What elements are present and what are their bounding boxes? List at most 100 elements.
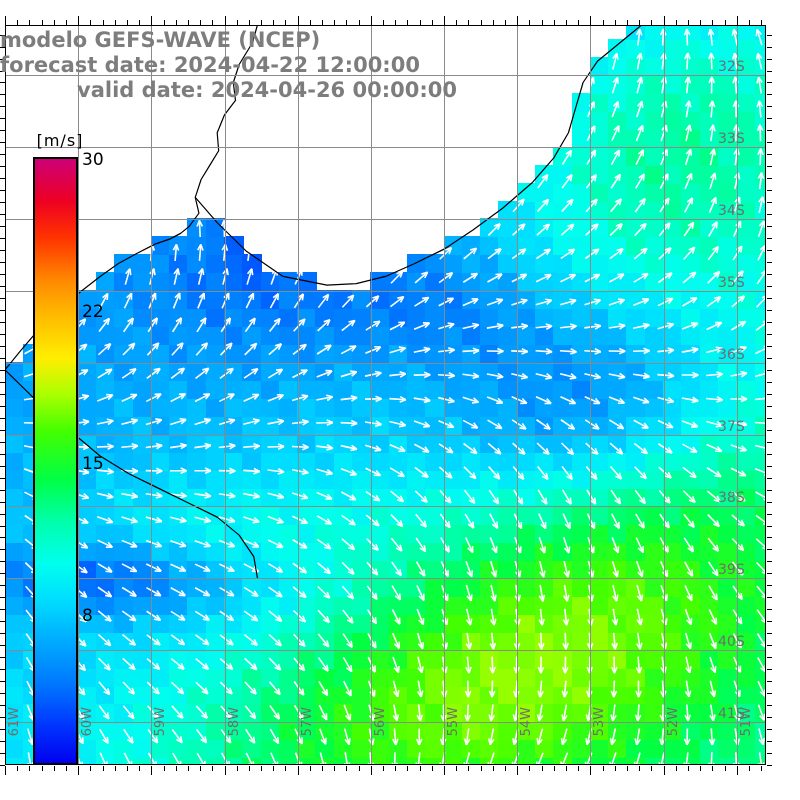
colorbar-gradient <box>33 157 78 765</box>
tick-mark <box>767 238 772 239</box>
tick-mark <box>767 669 772 670</box>
tick-mark <box>767 645 772 646</box>
tick-mark <box>285 766 286 771</box>
grid-line-lon <box>517 25 518 765</box>
latitude-label: 41S <box>718 705 745 722</box>
tick-mark <box>767 573 772 574</box>
grid-line-lon <box>737 25 738 765</box>
tick-mark <box>188 766 189 771</box>
tick-mark <box>767 741 772 742</box>
colorbar[interactable] <box>33 157 78 765</box>
grid-line-lon <box>590 25 591 765</box>
grid-line-lat <box>5 578 766 579</box>
tick-mark <box>468 766 469 771</box>
tick-mark <box>615 766 616 771</box>
tick-mark <box>737 16 738 25</box>
tick-mark <box>767 717 772 718</box>
colorbar-tick: 15 <box>82 454 104 474</box>
tick-mark <box>767 322 772 323</box>
tick-mark <box>767 621 772 622</box>
longitude-label: 58W <box>226 707 242 737</box>
tick-mark <box>17 766 18 771</box>
tick-mark <box>767 430 772 431</box>
grid-line-lon <box>664 25 665 765</box>
tick-mark <box>767 214 772 215</box>
tick-mark <box>767 478 772 479</box>
grid-line-lat <box>5 650 766 651</box>
grid-line-lon <box>151 25 152 765</box>
tick-mark <box>767 729 772 730</box>
grid-line-lat <box>5 722 766 723</box>
tick-mark <box>767 190 772 191</box>
tick-mark <box>767 490 772 491</box>
tick-mark <box>767 262 772 263</box>
tick-mark <box>298 766 299 775</box>
latitude-label: 38S <box>718 490 745 507</box>
latitude-label: 37S <box>718 418 745 435</box>
tick-mark <box>767 178 772 179</box>
tick-mark <box>42 766 43 771</box>
tick-mark <box>200 766 201 771</box>
tick-mark <box>590 16 591 25</box>
tick-mark <box>767 334 772 335</box>
longitude-label: 60W <box>80 707 96 737</box>
latitude-label: 34S <box>718 202 745 219</box>
tick-mark <box>310 766 311 771</box>
tick-mark <box>767 250 772 251</box>
tick-mark <box>627 766 628 771</box>
tick-mark <box>151 16 152 25</box>
tick-mark <box>767 561 772 562</box>
tick-mark <box>5 766 6 775</box>
latitude-label: 39S <box>718 562 745 579</box>
tick-mark <box>767 693 772 694</box>
grid-line-lon <box>225 25 226 765</box>
tick-mark <box>225 16 226 25</box>
tick-mark <box>237 766 238 771</box>
tick-mark <box>566 766 567 771</box>
tick-mark <box>298 16 299 25</box>
latitude-label: 40S <box>718 634 745 651</box>
tick-mark <box>767 549 772 550</box>
tick-mark <box>767 514 772 515</box>
tick-mark <box>432 766 433 771</box>
tick-mark <box>542 766 543 771</box>
tick-mark <box>517 16 518 25</box>
tick-mark <box>767 35 772 36</box>
tick-mark <box>737 766 738 775</box>
tick-mark <box>761 766 762 771</box>
tick-mark <box>767 82 772 83</box>
tick-mark <box>639 766 640 771</box>
tick-mark <box>29 766 30 771</box>
latitude-label: 33S <box>718 131 745 148</box>
latitude-label: 35S <box>718 274 745 291</box>
tick-mark <box>334 766 335 771</box>
tick-mark <box>767 466 772 467</box>
grid-line-lat <box>5 435 766 436</box>
tick-mark <box>767 597 772 598</box>
tick-mark <box>767 226 772 227</box>
tick-mark <box>90 766 91 771</box>
tick-mark <box>371 16 372 25</box>
tick-mark <box>767 118 772 119</box>
tick-mark <box>767 585 772 586</box>
tick-mark <box>371 766 372 775</box>
tick-mark <box>456 766 457 771</box>
tick-mark <box>54 766 55 771</box>
colorbar-unit-label: [m/s] <box>36 131 84 150</box>
tick-mark <box>676 766 677 771</box>
grid-line-lat <box>5 75 766 76</box>
map-plot-area[interactable] <box>5 25 766 765</box>
coastline <box>5 25 766 765</box>
tick-mark <box>493 766 494 771</box>
latitude-label: 32S <box>718 59 745 76</box>
tick-mark <box>5 16 6 25</box>
tick-mark <box>767 681 772 682</box>
grid-line-lon <box>444 25 445 765</box>
tick-mark <box>712 766 713 771</box>
longitude-label: 59W <box>153 707 169 737</box>
tick-mark <box>767 657 772 658</box>
tick-mark <box>725 766 726 771</box>
tick-mark <box>103 766 104 771</box>
tick-mark <box>767 286 772 287</box>
